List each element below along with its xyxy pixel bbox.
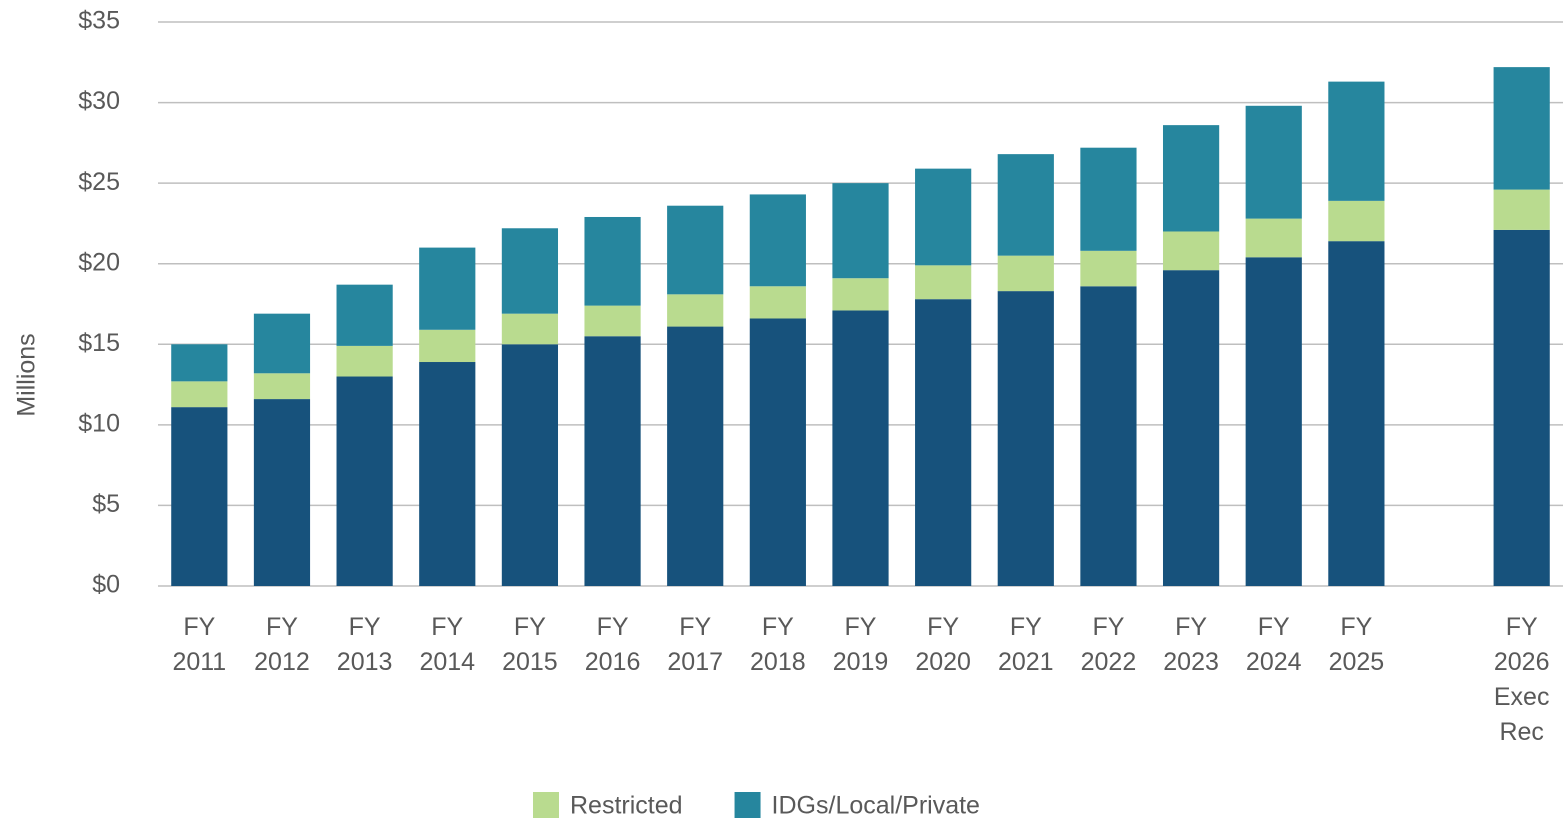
bar-segment <box>1328 241 1385 586</box>
legend-swatch <box>533 792 559 818</box>
bar-segment <box>667 294 724 327</box>
x-tick-label: FY 2014 <box>419 613 475 676</box>
x-tick-label: FY 2023 <box>1163 613 1219 676</box>
bar-segment <box>749 286 806 319</box>
bar-segment <box>1493 67 1550 190</box>
bar-segment <box>171 381 228 408</box>
y-tick-label: $10 <box>78 409 120 437</box>
bar-segment <box>749 318 806 586</box>
legend-swatch <box>734 792 761 818</box>
bar-segment <box>253 313 311 374</box>
legend-label: IDGs/Local/Private <box>772 792 980 820</box>
bar-segment <box>1080 147 1137 251</box>
bar-segment <box>997 154 1054 256</box>
bar-segment <box>1245 257 1302 586</box>
bar-segment <box>1162 270 1220 586</box>
y-tick-label: $35 <box>78 7 120 35</box>
bar-segment <box>915 299 972 586</box>
bar-segment <box>832 310 889 586</box>
x-tick-label: FY 2012 <box>254 613 310 676</box>
bar-segment <box>915 168 972 266</box>
bar-segment <box>667 326 724 586</box>
x-tick-label: FY 2025 <box>1329 613 1385 676</box>
y-tick-label: $20 <box>78 248 120 276</box>
bar-segment <box>419 247 476 330</box>
y-tick-label: $0 <box>92 571 120 599</box>
bar-segment <box>171 407 228 586</box>
x-tick-label: FY 2015 <box>502 613 558 676</box>
x-tick-label: FY 2013 <box>337 613 393 676</box>
bar-segment <box>1080 250 1137 287</box>
x-tick-label: FY 2024 <box>1246 613 1302 676</box>
bar-segment <box>1493 229 1550 587</box>
bar-segment <box>419 362 476 586</box>
bar-segment <box>1328 200 1385 242</box>
bar-segment <box>1328 81 1385 201</box>
bar-segment <box>1162 231 1220 271</box>
y-tick-label: $25 <box>78 168 120 196</box>
bar-segment <box>997 255 1054 292</box>
bar-segment <box>171 344 228 382</box>
bar-segment <box>336 376 393 586</box>
bar-segment <box>667 205 724 295</box>
x-tick-label: FY 2022 <box>1081 613 1137 676</box>
x-tick-label: FY 2019 <box>833 613 889 676</box>
bar-segment <box>1245 105 1302 219</box>
x-tick-label: FY 2016 <box>585 613 641 676</box>
bar-segment <box>832 183 889 279</box>
x-tick-label: FY 2020 <box>915 613 971 676</box>
x-tick-label: FY 2011 <box>172 613 226 676</box>
bar-segment <box>584 216 641 306</box>
bar-segment <box>336 284 393 346</box>
bar-segment <box>501 344 559 586</box>
bar-segment <box>1245 218 1302 258</box>
bar-segment <box>997 291 1054 586</box>
y-axis-label: Millions <box>13 333 41 416</box>
bar-segment <box>584 336 641 586</box>
x-tick-label: FY 2017 <box>667 613 723 676</box>
bar-segment <box>336 345 393 377</box>
y-tick-label: $5 <box>92 490 120 518</box>
bar-segment <box>253 373 311 400</box>
bar-segment <box>832 278 889 311</box>
bar-segment <box>501 313 559 345</box>
legend-label: Restricted <box>570 792 683 820</box>
bar-segment <box>1080 286 1137 586</box>
bar-segment <box>253 399 311 586</box>
x-tick-label: FY 2018 <box>750 613 806 676</box>
y-tick-label: $15 <box>78 329 120 357</box>
bar-segment <box>1162 125 1220 232</box>
bar-segment <box>1493 189 1550 230</box>
x-tick-label: FY 2026 Exec Rec <box>1494 613 1550 746</box>
bar-segment <box>419 329 476 363</box>
bar-segment <box>915 265 972 300</box>
bar-segment <box>749 194 806 287</box>
bar-segment <box>501 228 559 314</box>
x-tick-label: FY 2021 <box>998 613 1054 676</box>
y-tick-label: $30 <box>78 87 120 115</box>
bar-segment <box>584 305 641 337</box>
